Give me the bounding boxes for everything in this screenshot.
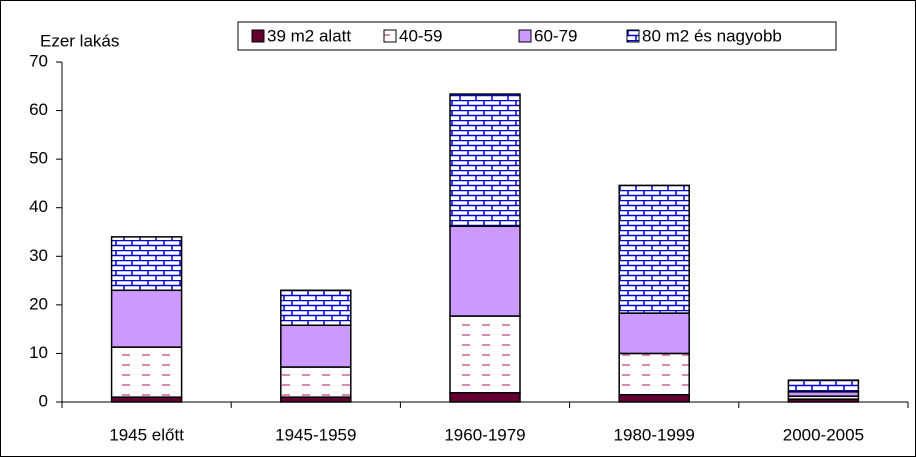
bar-segment [787,379,860,393]
bar-segment [618,352,690,396]
x-tick-label: 1945-1959 [275,425,356,444]
legend-label: 39 m2 alatt [267,26,351,45]
bar-segment [618,393,690,403]
bar-segment [449,93,521,227]
bar-segment [449,392,521,403]
legend [237,21,837,51]
legend-label: 40-59 [399,26,442,45]
bar-segment [110,236,183,292]
legend-swatch [518,29,532,43]
x-tick-label: 1980-1999 [614,425,695,444]
legend-swatch [383,29,397,43]
y-axis-label: Ezer lakás [40,31,119,50]
y-tick-label: 70 [29,51,48,70]
bar-segment [618,312,690,355]
y-tick-label: 50 [29,149,48,168]
legend-label: 80 m2 és nagyobb [642,26,782,45]
bar-segment [280,324,352,368]
legend-swatch [626,29,640,43]
y-tick-label: 0 [39,391,48,410]
y-tick-label: 30 [29,246,48,265]
y-tick-label: 10 [29,343,48,362]
y-tick-label: 20 [29,294,48,313]
bar-segment [449,315,521,394]
x-tick-label: 2000-2005 [783,425,864,444]
bar-segment [618,184,690,314]
bar-segment [110,289,183,348]
bar-segment [280,366,352,398]
y-tick-label: 40 [29,197,48,216]
bar-segment [110,346,183,398]
bar-segment [280,289,352,327]
y-tick-label: 60 [29,100,48,119]
legend-swatch [251,29,265,43]
legend-label: 60-79 [534,26,577,45]
x-tick-label: 1945 előtt [109,425,184,444]
x-tick-label: 1960-1979 [444,425,525,444]
bar-segment [449,225,521,317]
